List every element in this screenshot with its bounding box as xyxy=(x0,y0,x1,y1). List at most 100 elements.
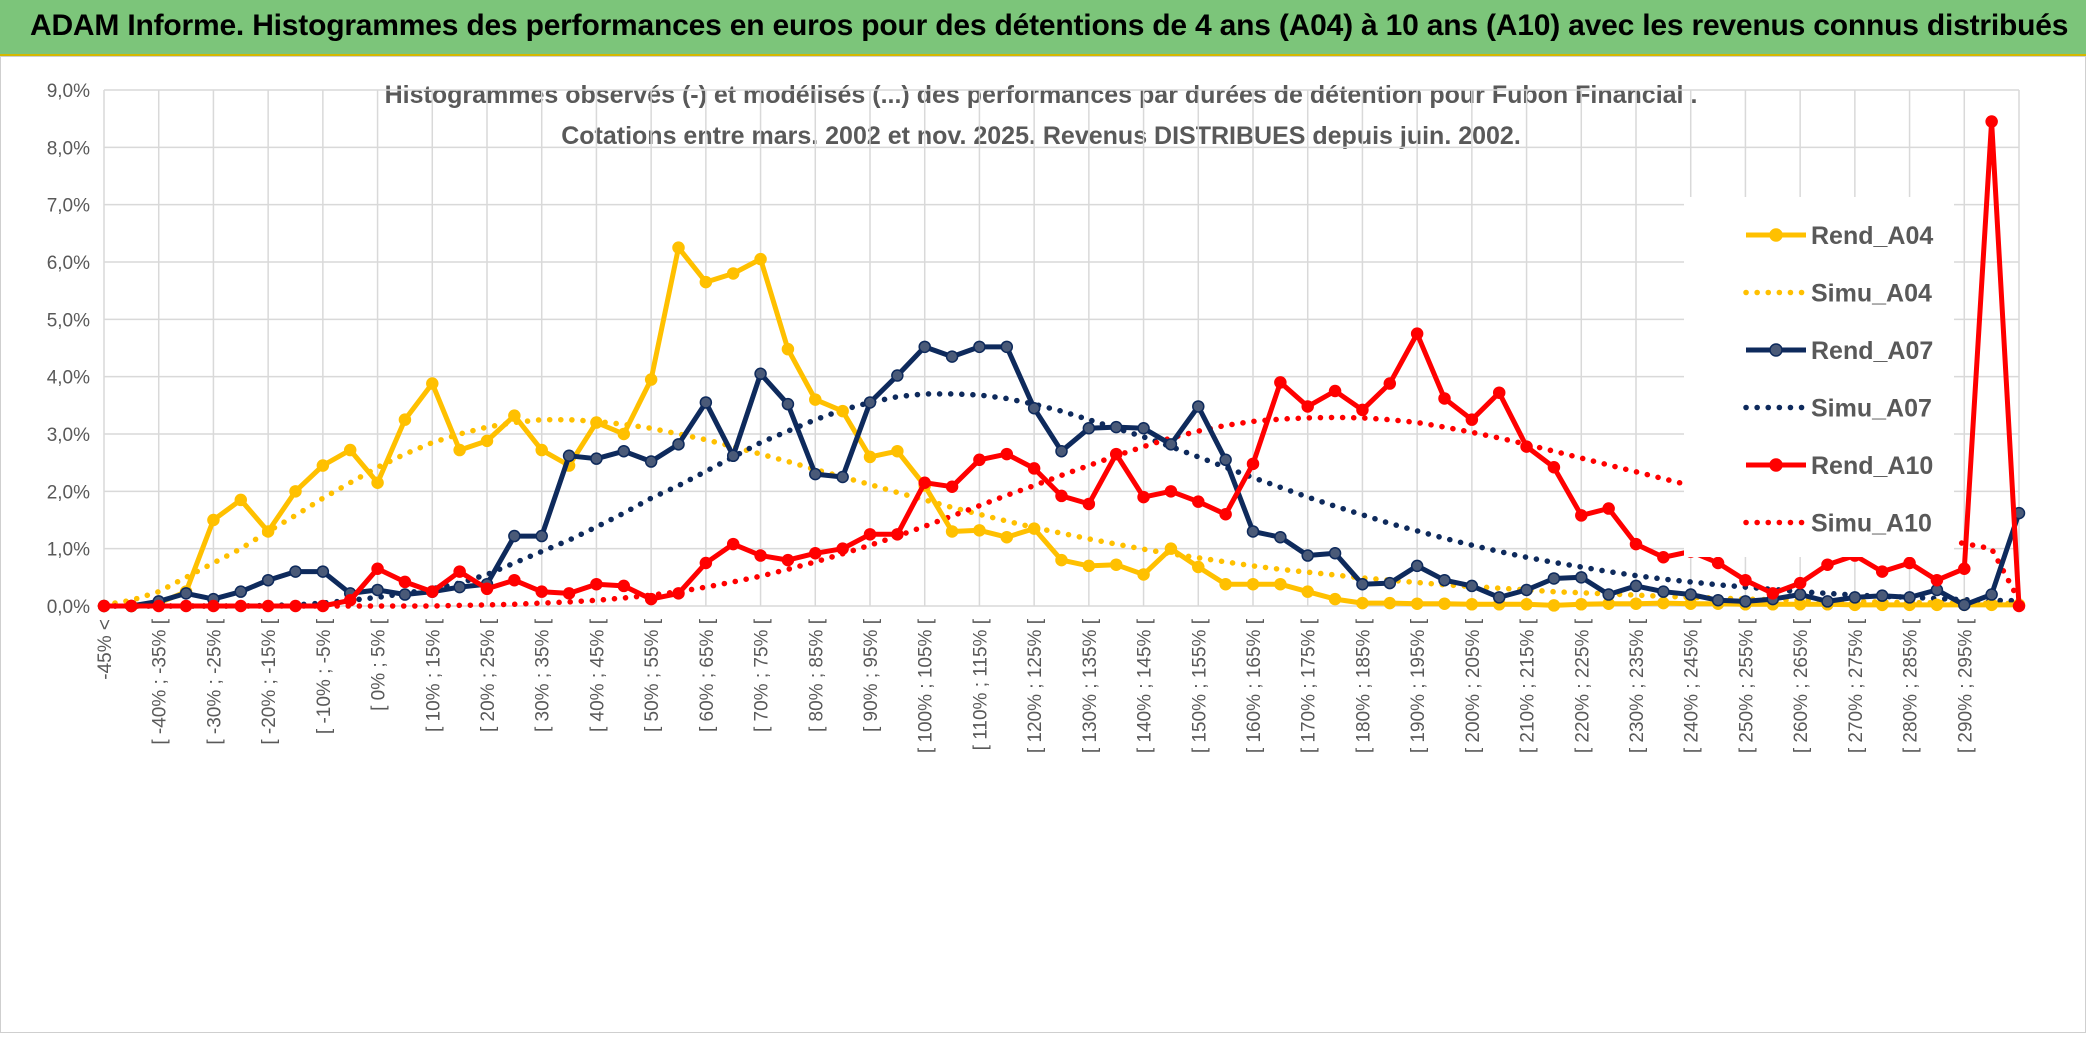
y-tick-label: 9,0% xyxy=(47,81,90,102)
y-tick-label: 2,0% xyxy=(47,482,90,503)
point-rend-a10 xyxy=(480,582,494,596)
point-rend-a04 xyxy=(234,493,248,507)
point-rend-a10 xyxy=(1821,558,1834,571)
point-rend-a10 xyxy=(1410,327,1424,340)
point-rend-a10 xyxy=(754,549,767,562)
point-rend-a04 xyxy=(1219,577,1232,591)
point-rend-a04 xyxy=(453,443,466,457)
x-tick-label: [ 230% ; 235% [ xyxy=(1627,618,1648,753)
point-rend-a10 xyxy=(945,480,959,493)
x-tick-label: [ 100% ; 105% [ xyxy=(916,618,937,753)
point-rend-a07 xyxy=(1602,588,1615,601)
point-rend-a04 xyxy=(672,241,685,254)
point-rend-a10 xyxy=(1274,376,1287,389)
point-rend-a04 xyxy=(207,513,220,527)
x-tick-label: [ 170% ; 175% [ xyxy=(1299,618,1320,753)
point-rend-a04 xyxy=(1438,597,1451,610)
point-rend-a04 xyxy=(863,450,877,464)
x-tick-label: [ -10% ; -5% [ xyxy=(314,618,335,734)
point-rend-a04 xyxy=(1520,598,1533,611)
x-tick-label: -45% < xyxy=(95,619,116,680)
point-rend-a07 xyxy=(1356,577,1369,591)
point-rend-a04 xyxy=(617,427,631,441)
point-rend-a07 xyxy=(590,452,603,465)
point-rend-a04 xyxy=(754,252,767,266)
x-tick-label: [ 10% ; 15% [ xyxy=(423,618,444,732)
point-rend-a04 xyxy=(1082,559,1096,573)
point-rend-a10 xyxy=(1219,508,1232,521)
point-rend-a10 xyxy=(1793,576,1807,590)
point-rend-a07 xyxy=(1219,453,1232,467)
point-rend-a07 xyxy=(371,583,384,597)
point-rend-a10 xyxy=(1438,392,1451,405)
point-rend-a10 xyxy=(809,547,822,560)
x-tick-label: [ 280% ; 285% [ xyxy=(1901,618,1922,753)
point-rend-a10 xyxy=(1739,573,1752,587)
point-rend-a07 xyxy=(1684,588,1697,601)
point-rend-a07 xyxy=(1793,588,1807,601)
point-rend-a07 xyxy=(316,565,330,578)
point-rend-a10 xyxy=(1356,403,1369,417)
point-rend-a07 xyxy=(234,585,248,598)
point-rend-a07 xyxy=(1657,585,1670,598)
point-rend-a04 xyxy=(1410,597,1424,610)
point-rend-a04 xyxy=(726,267,740,280)
point-rend-a10 xyxy=(891,528,904,541)
y-tick-label: 6,0% xyxy=(47,253,90,274)
series-lines xyxy=(97,115,2026,613)
x-tick-label: [ 50% ; 55% [ xyxy=(642,618,663,732)
point-rend-a07 xyxy=(1301,549,1314,562)
point-rend-a07 xyxy=(1082,422,1096,435)
point-rend-a04 xyxy=(1383,596,1397,610)
x-tick-label: [ -20% ; -15% [ xyxy=(259,618,280,744)
legend-label-simu-a07: Simu_A07 xyxy=(1811,395,1932,423)
point-rend-a07 xyxy=(398,588,412,601)
legend-marker-rend-a07 xyxy=(1769,343,1783,357)
point-rend-a07 xyxy=(672,438,685,451)
point-rend-a04 xyxy=(1930,598,1944,612)
x-tick-label: [ 20% ; 25% [ xyxy=(478,618,499,732)
point-rend-a10 xyxy=(1958,562,1971,575)
point-rend-a07 xyxy=(1848,591,1862,604)
point-rend-a04 xyxy=(945,525,959,538)
point-rend-a10 xyxy=(1082,497,1096,511)
x-tick-label: [ 30% ; 35% [ xyxy=(533,618,554,732)
point-rend-a04 xyxy=(590,416,603,429)
legend-label-rend-a07: Rend_A07 xyxy=(1811,337,1933,365)
point-rend-a04 xyxy=(371,476,384,489)
point-rend-a07 xyxy=(1739,595,1752,608)
x-tick-label: [ 150% ; 155% [ xyxy=(1189,618,1210,753)
x-tick-label: [ 60% ; 65% [ xyxy=(697,618,718,732)
point-rend-a10 xyxy=(1930,573,1944,587)
point-rend-a10 xyxy=(508,573,521,587)
point-rend-a07 xyxy=(863,396,877,409)
point-rend-a04 xyxy=(1027,522,1041,535)
point-rend-a07 xyxy=(1328,547,1342,560)
point-rend-a04 xyxy=(1575,598,1588,611)
point-rend-a07 xyxy=(1192,400,1205,413)
point-rend-a04 xyxy=(973,524,986,537)
point-rend-a10 xyxy=(97,599,111,613)
legend-box xyxy=(1684,197,1954,557)
point-rend-a04 xyxy=(1137,568,1150,581)
point-rend-a04 xyxy=(261,525,275,538)
point-rend-a04 xyxy=(644,373,658,386)
point-rend-a07 xyxy=(699,396,713,409)
point-rend-a04 xyxy=(535,443,548,457)
point-rend-a07 xyxy=(1629,579,1643,593)
point-rend-a07 xyxy=(1109,420,1123,434)
point-rend-a07 xyxy=(973,340,986,354)
y-tick-label: 1,0% xyxy=(47,540,90,561)
x-tick-label: [ 270% ; 275% [ xyxy=(1846,618,1867,753)
point-rend-a04 xyxy=(508,409,521,422)
histogram-chart: Histogrammes observés (-) et modélisés (… xyxy=(47,81,2026,753)
legend: Rend_A04 Simu_A04 Rend_A07 Simu_A07 Rend_A10… xyxy=(1684,197,1954,557)
point-rend-a04 xyxy=(836,404,849,418)
x-tick-label: [ 160% ; 165% [ xyxy=(1244,618,1265,753)
y-tick-label: 7,0% xyxy=(47,196,90,217)
point-rend-a10 xyxy=(398,575,412,589)
point-rend-a07 xyxy=(918,340,931,354)
point-rend-a10 xyxy=(343,594,357,607)
point-rend-a07 xyxy=(644,455,658,468)
point-rend-a07 xyxy=(1137,422,1150,435)
